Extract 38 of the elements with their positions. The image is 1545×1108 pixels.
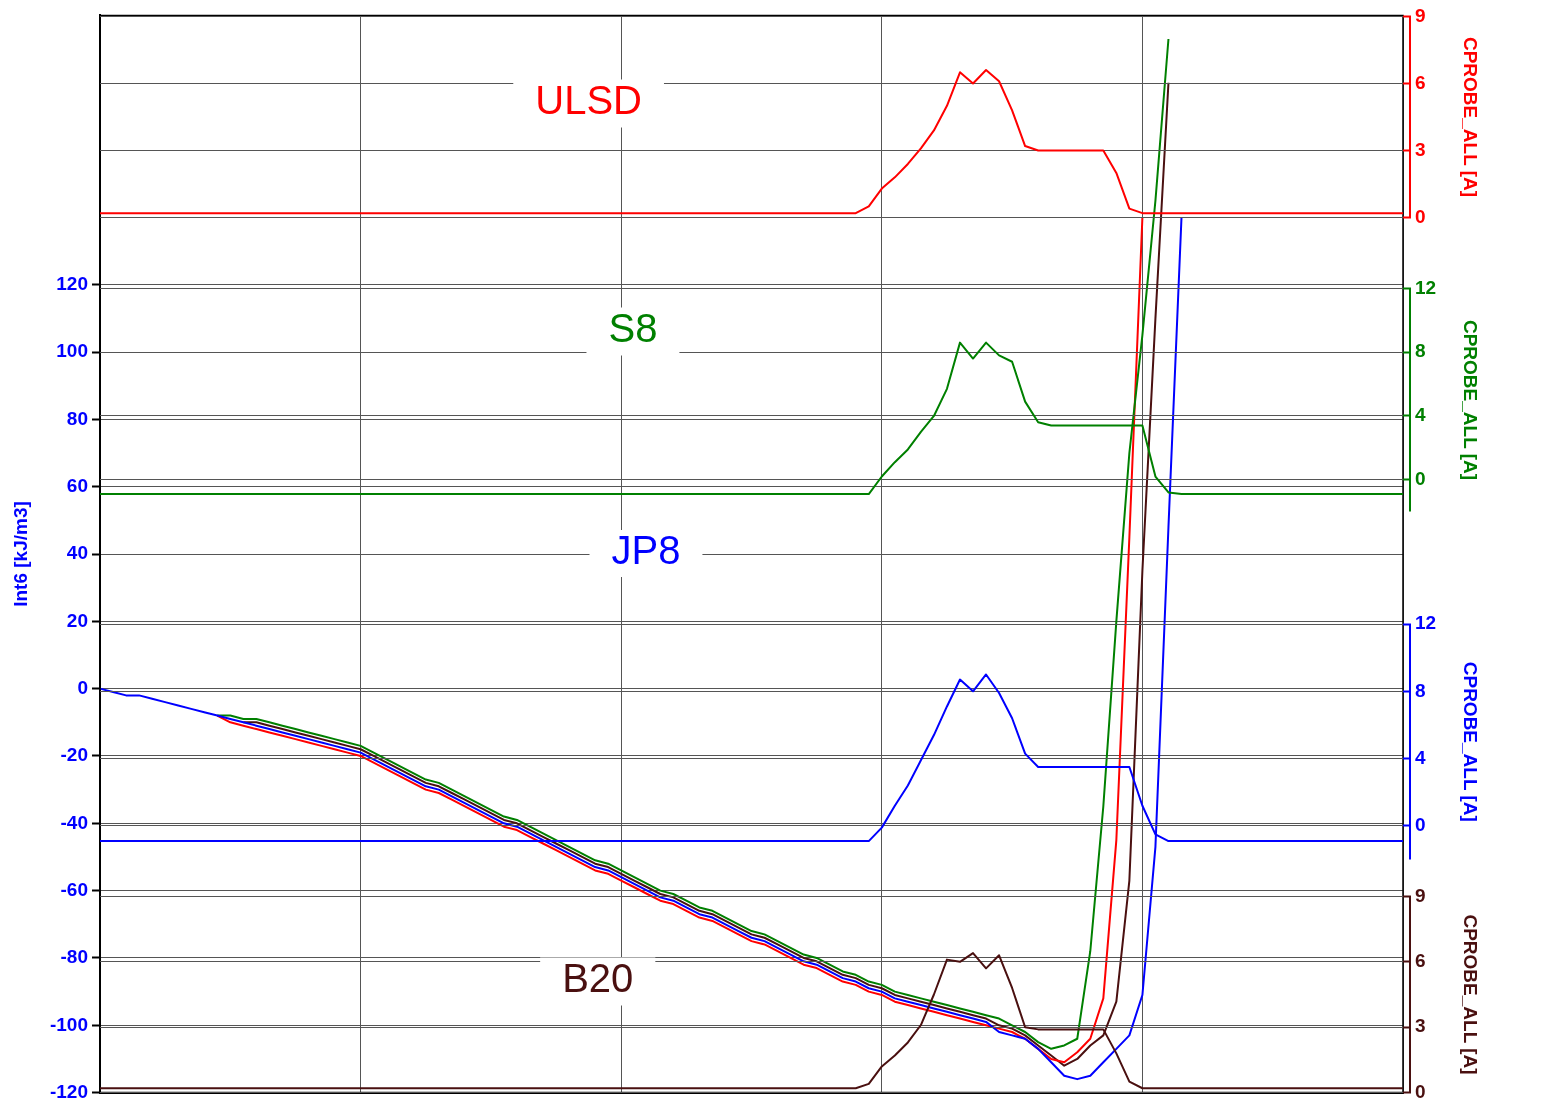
- y-tick-label: -60: [60, 878, 88, 900]
- y-tick-label: -20: [60, 744, 88, 766]
- text: S8: [608, 306, 658, 351]
- y-tick-label: -80: [60, 946, 88, 968]
- y-tick-label: 6: [1415, 950, 1426, 972]
- y-axis-title: CPROBE_ALL [A]: [1460, 661, 1482, 822]
- y-tick-label: 6: [1415, 71, 1426, 93]
- y-tick-label: 3: [1415, 138, 1426, 160]
- y-tick-label: 100: [56, 340, 88, 362]
- y-tick-label: 9: [1415, 884, 1426, 906]
- y-tick-label: -100: [49, 1013, 88, 1035]
- y-axis-title: CPROBE_ALL [A]: [1460, 36, 1482, 198]
- text: B20: [562, 956, 634, 1001]
- y-tick-label: 0: [77, 676, 88, 698]
- y-tick-label: 3: [1415, 1015, 1426, 1037]
- y-tick-label: 8: [1415, 679, 1426, 701]
- y-axis-title: Int6 [kJ/m3]: [9, 501, 31, 607]
- y-tick-label: 60: [66, 474, 88, 496]
- y-tick-label: 9: [1415, 4, 1426, 26]
- y-axis-title: CPROBE_ALL [A]: [1460, 319, 1482, 481]
- y-tick-label: -40: [60, 811, 88, 833]
- y-tick-label: 12: [1415, 276, 1437, 298]
- y-tick-label: 0: [1415, 467, 1426, 489]
- y-tick-label: 20: [66, 609, 88, 631]
- y-tick-label: 8: [1415, 340, 1426, 362]
- y-tick-label: 120: [56, 272, 88, 294]
- y-tick-label: 40: [66, 542, 88, 564]
- y-tick-label: 4: [1415, 404, 1426, 426]
- y-tick-label: 0: [1415, 1080, 1426, 1102]
- y-tick-label: 4: [1415, 746, 1426, 768]
- text: ULSD: [535, 78, 642, 123]
- y-tick-label: -120: [49, 1080, 88, 1102]
- y-tick-label: 80: [66, 407, 88, 429]
- y-axis-title: CPROBE_ALL [A]: [1460, 914, 1482, 1075]
- y-tick-label: 12: [1415, 612, 1437, 634]
- text: JP8: [611, 528, 681, 573]
- y-tick-label: 0: [1415, 814, 1426, 836]
- y-tick-label: 0: [1415, 205, 1426, 227]
